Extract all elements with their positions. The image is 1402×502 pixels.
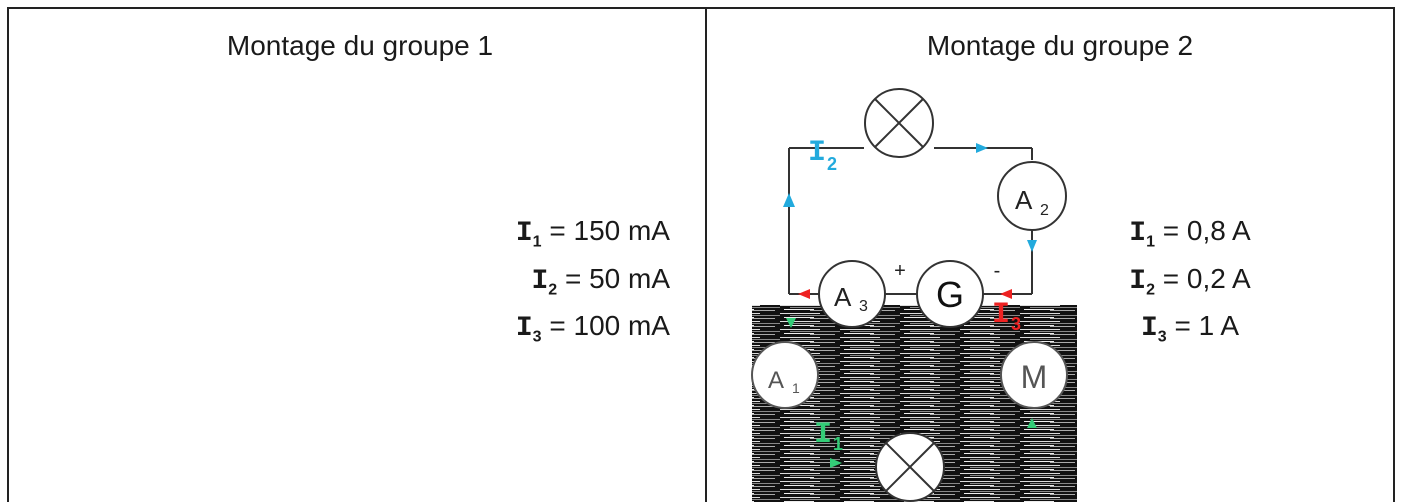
minus-sign: -	[994, 260, 1001, 282]
svg-text:2: 2	[827, 154, 837, 174]
arrow-i1-up	[1027, 418, 1037, 428]
svg-text:3: 3	[1011, 314, 1021, 334]
ammeter-3-sub: 3	[859, 298, 868, 315]
panel-1-title: Montage du groupe 1	[226, 30, 494, 61]
svg-text:I: I	[808, 136, 826, 170]
arrow-i2-left-up	[783, 193, 795, 207]
value-row-i3: I3 = 1 A	[1140, 310, 1240, 346]
value-row-i3: I3 = 100 mA	[515, 310, 670, 346]
ammeter-1-sub: 1	[792, 380, 800, 396]
current-label-i1: I 1	[814, 418, 843, 454]
svg-text:1: 1	[833, 434, 843, 454]
arrow-i2-top-right	[976, 143, 988, 153]
panel-1-values: I1 = 150 mA I2 = 50 mA I3 = 100 mA	[380, 213, 670, 356]
motor: M	[1000, 341, 1068, 409]
lamp-top	[864, 88, 934, 158]
generator: G	[916, 260, 984, 328]
current-label-i2: I 2	[808, 136, 837, 174]
ammeter-1-letter: A	[768, 367, 784, 394]
ammeter-2: A 2	[997, 161, 1067, 231]
wires	[788, 147, 1033, 295]
lamp-bottom	[875, 432, 945, 502]
arrow-i2-right-down	[1027, 240, 1037, 252]
value-row-i2: I2 = 50 mA	[531, 262, 670, 299]
panel-2-values: I1 = 0,8 A I2 = 0,2 A I3 = 1 A	[1050, 213, 1330, 356]
ammeter-3: A 3	[818, 260, 886, 328]
arrow-i3-right	[1000, 289, 1012, 299]
arrow-i3-left	[798, 289, 810, 299]
current-arrows	[783, 143, 1037, 468]
panel-2-title: Montage du groupe 2	[926, 30, 1194, 61]
arrow-i1-bottom	[830, 458, 842, 468]
value-row-i1: I1 = 0,8 A	[1129, 215, 1251, 251]
value-row-i1: I1 = 150 mA	[515, 215, 670, 251]
ammeter-2-sub: 2	[1040, 202, 1049, 219]
ammeter-1: A 1	[751, 341, 819, 409]
svg-text:I: I	[814, 418, 832, 452]
plus-sign: +	[894, 260, 906, 282]
generator-label: G	[936, 274, 964, 315]
current-label-i3: I 3	[992, 298, 1021, 334]
ammeter-3-letter: A	[834, 282, 852, 312]
arrow-i1-down	[786, 318, 796, 328]
svg-text:I: I	[992, 298, 1010, 332]
table-frame	[7, 7, 1395, 502]
value-row-i2: I2 = 0,2 A	[1129, 262, 1251, 299]
ammeter-2-letter: A	[1015, 185, 1033, 215]
motor-label: M	[1021, 359, 1048, 395]
column-divider	[705, 7, 707, 502]
